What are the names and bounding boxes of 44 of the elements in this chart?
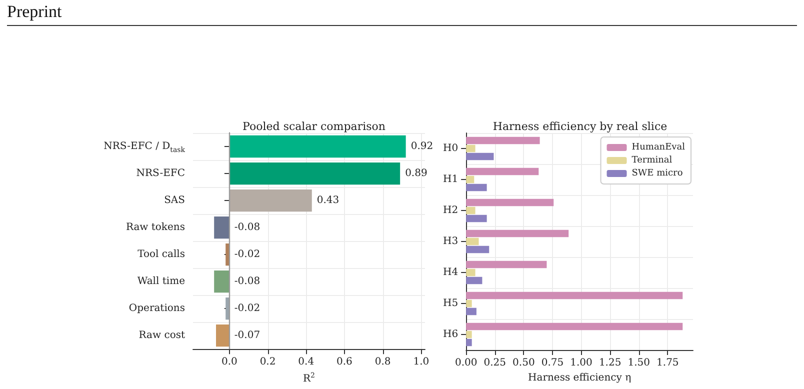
data-label: 0.89 [405, 168, 428, 180]
legend-label: HumanEval [632, 142, 686, 152]
y-tick-label: H5 [442, 298, 458, 309]
data-label: 0.92 [410, 141, 434, 152]
y-tick-label: H3 [442, 236, 458, 247]
y-tick-label: Raw tokens [126, 222, 185, 234]
x-tick-label: 1.00 [570, 358, 592, 368]
y-tick-label: Raw cost [138, 330, 185, 342]
x-tick-label: 0.8 [374, 356, 391, 368]
y-tick-label: NRS-EFC / D$_{task}$ [104, 140, 185, 154]
x-tick-label: 1.50 [628, 358, 650, 368]
y-tick-label: H2 [442, 205, 458, 216]
x-tick-label: 0.00 [454, 358, 478, 368]
x-tick-label: 0.0 [221, 356, 238, 368]
y-tick-label: Tool calls [138, 249, 185, 260]
data-label: -0.02 [234, 249, 260, 260]
data-label: 0.43 [316, 195, 340, 206]
data-label: -0.02 [234, 303, 260, 314]
text: Preprint [7, 2, 797, 26]
legend-label: Terminal [632, 156, 672, 166]
y-tick-label: NRS-EFC [136, 168, 186, 180]
y-tick-label: SAS [164, 195, 186, 206]
y-tick-label: H0 [442, 143, 458, 154]
chart-title: Pooled scalar comparison [242, 120, 386, 133]
chart-title: Harness efficiency by real slice [492, 120, 668, 133]
y-tick-label: H6 [442, 329, 458, 340]
x-tick-label: 1.75 [656, 358, 679, 368]
data-label: -0.08 [234, 222, 260, 234]
x-tick-label: 0.2 [260, 356, 276, 368]
legend-label: SWE micro [632, 168, 683, 178]
x-tick-label: 0.4 [298, 356, 314, 368]
y-tick-label: H4 [442, 267, 458, 278]
y-tick-label: Wall time [137, 276, 186, 288]
x-tick-label: 1.0 [413, 356, 430, 368]
x-tick-label: 0.50 [512, 358, 535, 368]
x-tick-label: 0.6 [336, 356, 352, 368]
x-axis-title: Harness efficiency η [528, 372, 632, 384]
data-label: -0.08 [234, 276, 260, 288]
y-tick-label: H1 [442, 174, 458, 185]
x-tick-label: 1.25 [598, 358, 622, 368]
data-label: -0.07 [234, 330, 260, 342]
x-tick-label: 0.25 [484, 358, 506, 368]
y-tick-label: Operations [128, 303, 185, 314]
x-tick-label: 0.75 [541, 358, 564, 368]
